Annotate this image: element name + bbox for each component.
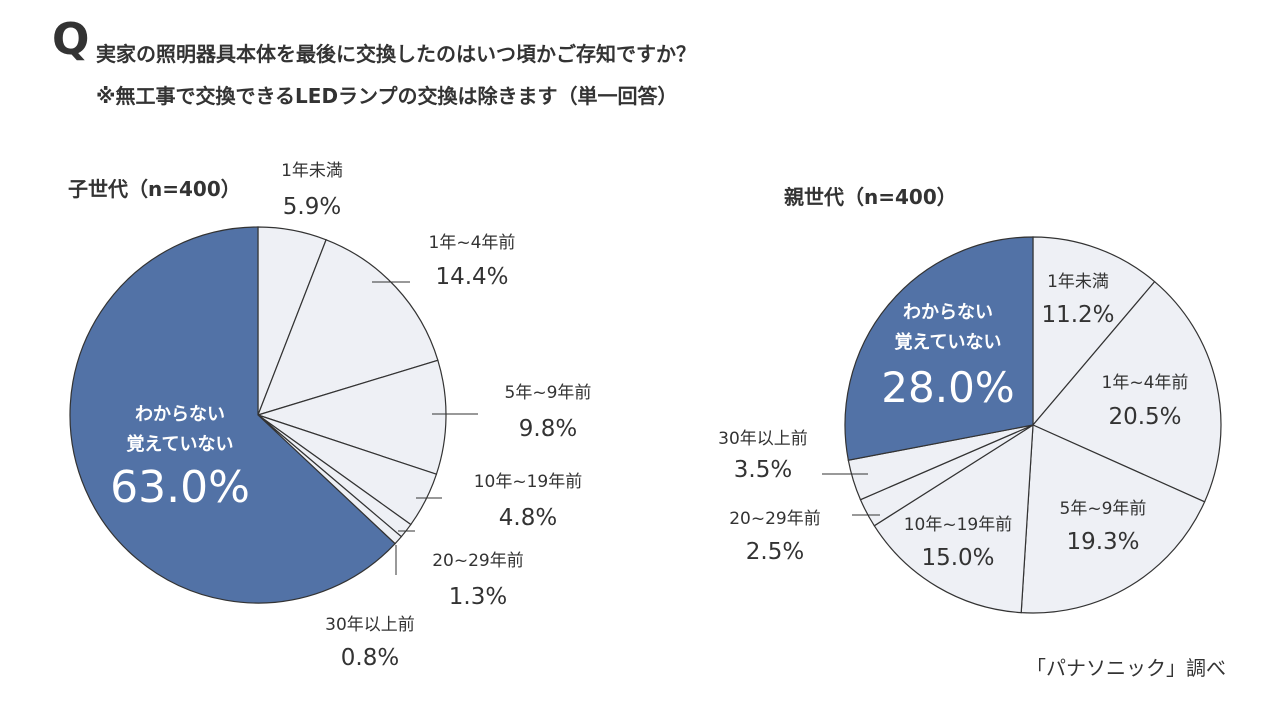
slice-value-1-2: 19.3% (1066, 529, 1139, 555)
pie-slice-1-0 (1032, 236, 1156, 427)
slice-value-0-0: 5.9% (283, 194, 341, 220)
slice-label-0-6-0: わからない (135, 404, 225, 425)
slice-label-1-2: 5年~9年前 (1060, 499, 1147, 519)
pie-slice-0-1 (256, 238, 439, 416)
slice-value-0-5: 0.8% (341, 645, 399, 671)
chart-title-0: 子世代（n=400） (68, 177, 241, 201)
slice-label-1-1: 1年~4年前 (1102, 373, 1189, 393)
slice-value-1-0: 11.2% (1041, 302, 1114, 328)
slice-value-1-3: 15.0% (921, 545, 994, 571)
slice-label-1-6-1: 覚えていない (894, 331, 1001, 353)
question-text: 実家の照明器具本体を最後に交換したのはいつ頃かご存知ですか？ (96, 42, 696, 66)
pie-slice-1-1 (1032, 280, 1222, 503)
slice-value-1-1: 20.5% (1108, 404, 1181, 430)
slice-label-1-6-0: わからない (903, 302, 993, 323)
pie-slice-1-6 (844, 236, 1034, 461)
slice-value-1-4: 2.5% (746, 539, 804, 565)
slice-label-1-4: 20~29年前 (729, 509, 821, 529)
slice-label-0-2: 5年~9年前 (505, 383, 592, 403)
slice-label-0-6-1: 覚えていない (126, 433, 233, 455)
slice-label-0-0: 1年未満 (281, 161, 343, 181)
pie-slice-0-2 (256, 359, 447, 475)
slice-value-0-4: 1.3% (449, 584, 507, 610)
slice-value-0-1: 14.4% (435, 264, 508, 290)
slice-value-0-2: 9.8% (519, 416, 577, 442)
pie-slice-0-6 (69, 226, 396, 604)
pie-slice-1-3 (873, 423, 1034, 614)
slice-label-0-3: 10年~19年前 (474, 472, 583, 492)
question-note: ※無工事で交換できるLEDランプの交換は除きます（単一回答） (96, 84, 678, 108)
slice-value-0-6: 63.0% (110, 462, 250, 513)
slice-value-1-6: 28.0% (881, 363, 1014, 412)
slice-label-1-0: 1年未満 (1047, 272, 1109, 292)
chart-title-1: 親世代（n=400） (784, 185, 957, 209)
pie-slice-1-2 (1020, 424, 1206, 614)
slice-label-0-5: 30年以上前 (325, 615, 415, 635)
slice-value-0-3: 4.8% (499, 505, 557, 531)
slice-label-0-4: 20~29年前 (432, 551, 524, 571)
question-mark: Q (52, 14, 90, 65)
source-credit: 「パナソニック」調べ (1026, 656, 1226, 680)
slice-label-1-5: 30年以上前 (718, 429, 808, 449)
slice-label-1-3: 10年~19年前 (904, 515, 1013, 535)
slice-label-0-1: 1年~4年前 (429, 233, 516, 253)
slice-value-1-5: 3.5% (734, 457, 792, 483)
